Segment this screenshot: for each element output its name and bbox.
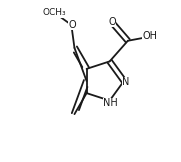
Text: OH: OH [143,31,157,41]
Text: O: O [68,20,76,30]
Text: OCH₃: OCH₃ [43,8,66,17]
Text: N: N [122,77,129,87]
Text: O: O [108,17,116,27]
Text: NH: NH [103,98,118,108]
